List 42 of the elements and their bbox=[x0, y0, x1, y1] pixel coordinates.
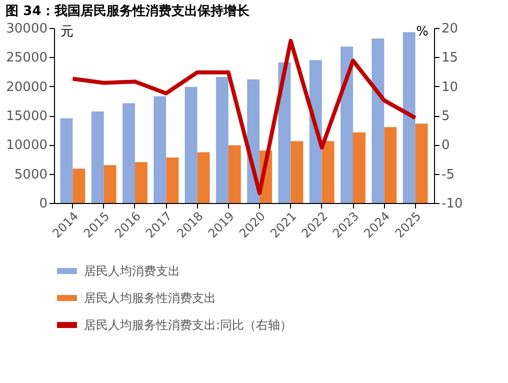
y-tick-label: 15000 bbox=[6, 109, 48, 124]
bar bbox=[384, 127, 397, 203]
bar bbox=[216, 77, 228, 203]
bar bbox=[154, 96, 166, 203]
y-axis-title: 元 bbox=[60, 24, 74, 40]
bar bbox=[122, 103, 135, 203]
legend-label: 居民人均服务性消费支出 bbox=[84, 291, 216, 305]
y2-tick-label: -5 bbox=[442, 167, 454, 182]
bar bbox=[72, 168, 86, 203]
bar bbox=[340, 46, 354, 203]
y2-tick-label: 5 bbox=[442, 109, 450, 124]
bar bbox=[197, 152, 210, 203]
y2-axis-title: % bbox=[416, 24, 428, 40]
y2-tick-label: 0 bbox=[442, 138, 450, 154]
bar bbox=[228, 145, 241, 203]
y2-tick-label: 15 bbox=[442, 50, 458, 66]
y-tick-label: 25000 bbox=[6, 50, 48, 66]
legend-label: 居民人均消费支出 bbox=[84, 264, 180, 278]
bar bbox=[353, 132, 366, 203]
bar bbox=[415, 124, 428, 203]
bar bbox=[184, 86, 198, 203]
legend-label: 居民人均服务性消费支出:同比（右轴） bbox=[84, 318, 292, 332]
bar bbox=[402, 32, 416, 203]
bar bbox=[290, 141, 304, 203]
bar bbox=[166, 158, 179, 203]
bar bbox=[322, 141, 334, 203]
y-tick-label: 30000 bbox=[6, 22, 48, 36]
line-series bbox=[70, 38, 418, 196]
y-tick-label: 20000 bbox=[6, 80, 48, 95]
bar bbox=[60, 118, 73, 203]
y-tick-label: 10000 bbox=[6, 138, 48, 154]
bar bbox=[104, 165, 116, 203]
y2-tick-label: 20 bbox=[442, 22, 458, 36]
y2-tick-label: -10 bbox=[442, 196, 463, 212]
y2-tick-label: 10 bbox=[442, 80, 458, 95]
y-tick-label: 0 bbox=[39, 196, 48, 212]
bar bbox=[91, 111, 104, 203]
bar bbox=[309, 60, 322, 203]
bar bbox=[134, 162, 148, 203]
bar bbox=[372, 38, 384, 203]
y-tick-label: 5000 bbox=[14, 167, 48, 182]
chart-title: 图 34：我国居民服务性消费支出保持增长 bbox=[6, 3, 250, 19]
